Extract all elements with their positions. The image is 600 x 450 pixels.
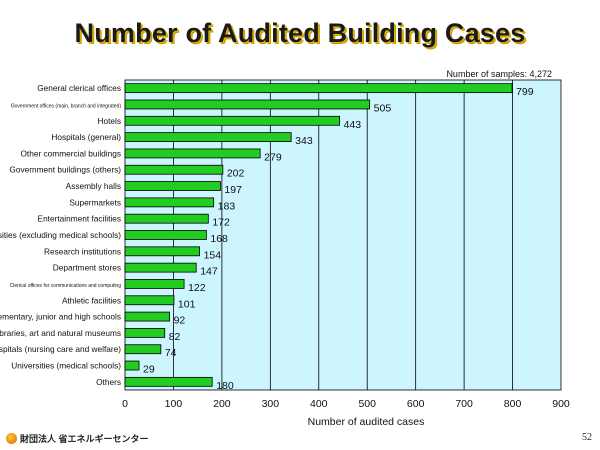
bar-17 <box>124 360 140 371</box>
grid-lines <box>173 80 513 390</box>
x-tick-label-300: 300 <box>262 398 280 410</box>
x-tick-label-200: 200 <box>213 398 231 410</box>
value-label-16: 74 <box>165 347 177 359</box>
category-label-8: Entertainment facilities <box>38 214 121 224</box>
value-label-3: 343 <box>295 135 313 147</box>
category-label-18: Others <box>96 377 121 387</box>
category-labels: General clerical offices Government offic… <box>0 83 121 387</box>
category-label-16: Hospitals (nursing care and welfare) <box>0 344 121 354</box>
bar-9 <box>124 230 207 240</box>
category-label-5: Government buildings (others) <box>9 165 121 175</box>
category-label-17: Universities (medical schools) <box>11 361 121 371</box>
bar-6 <box>124 181 221 191</box>
bar-0 <box>124 83 513 94</box>
value-label-11: 147 <box>200 266 218 278</box>
x-tick-label-400: 400 <box>310 398 328 410</box>
x-tick-label-900: 900 <box>552 398 570 410</box>
category-label-2: Hotels <box>97 116 121 126</box>
bar-14 <box>124 311 170 322</box>
category-label-1: Government offices (main, branch and int… <box>11 103 122 109</box>
category-label-3: Hospitals (general) <box>51 132 121 142</box>
value-label-13: 101 <box>178 298 196 310</box>
bar-16 <box>124 344 162 355</box>
category-label-12: Clerical offices for communications and … <box>10 283 122 289</box>
bar-7 <box>124 197 215 208</box>
value-label-12: 122 <box>188 282 206 294</box>
bar-4 <box>124 148 261 159</box>
value-label-14: 92 <box>174 315 186 327</box>
value-label-9: 168 <box>210 233 228 245</box>
category-label-7: Supermarkets <box>69 197 121 207</box>
value-label-17: 29 <box>143 364 155 376</box>
x-tick-label-0: 0 <box>122 398 128 410</box>
value-label-6: 197 <box>224 184 242 196</box>
value-label-0: 799 <box>516 86 534 98</box>
category-label-14: Elementary, junior and high schools <box>0 312 121 322</box>
value-labels: 799 505 443 343 279 202 197 183 172 168 154 147 122 1… <box>143 86 534 392</box>
bar-8 <box>124 213 209 224</box>
page-number: 52 <box>582 432 592 443</box>
bar-2 <box>124 115 341 126</box>
bar-11 <box>124 262 197 273</box>
value-label-1: 505 <box>374 102 392 114</box>
value-label-2: 443 <box>344 119 362 131</box>
x-tick-label-500: 500 <box>358 398 376 410</box>
value-label-10: 154 <box>204 249 222 261</box>
x-tick-label-800: 800 <box>504 398 522 410</box>
bar-chart: 799 505 443 343 279 202 197 183 172 168 154 147 122 1… <box>0 69 570 428</box>
category-label-13: Athletic facilities <box>62 295 121 305</box>
logo-sun-icon <box>6 433 17 444</box>
x-tick-label-100: 100 <box>165 398 183 410</box>
x-axis-label: Number of audited cases <box>308 416 425 428</box>
sample-count-annotation: Number of samples: 4,272 <box>446 69 552 79</box>
category-label-6: Assembly halls <box>66 181 121 191</box>
value-label-15: 82 <box>169 331 181 343</box>
bar-1 <box>124 99 371 110</box>
value-label-18: 180 <box>216 380 234 392</box>
organization-logo: 財団法人 省エネルギーセンター <box>6 432 149 445</box>
value-label-4: 279 <box>264 151 282 163</box>
bar-12 <box>124 279 185 289</box>
bars <box>124 83 513 387</box>
bar-5 <box>124 164 224 175</box>
category-label-4: Other commercial buildings <box>20 148 121 158</box>
bar-18 <box>124 376 213 387</box>
x-tick-label-700: 700 <box>455 398 473 410</box>
category-label-0: General clerical offices <box>37 83 121 93</box>
category-label-15: Libraries, art and natural museums <box>0 328 121 338</box>
x-tick-labels: 0 100 200 300 400 500 600 700 800 900 <box>122 398 570 410</box>
x-tick-label-600: 600 <box>407 398 425 410</box>
value-label-7: 183 <box>218 200 236 212</box>
organization-name: 財団法人 省エネルギーセンター <box>20 434 149 444</box>
bar-10 <box>124 246 201 257</box>
value-label-8: 172 <box>212 217 230 229</box>
page-title: Number of Audited Building Cases <box>74 18 526 48</box>
bar-15 <box>124 328 166 338</box>
category-label-11: Department stores <box>53 263 121 273</box>
bar-13 <box>124 295 175 306</box>
value-label-5: 202 <box>227 168 245 180</box>
category-label-10: Research institutions <box>44 246 121 256</box>
bar-3 <box>124 132 292 142</box>
category-label-9: Universities (excluding medical schools) <box>0 230 121 240</box>
